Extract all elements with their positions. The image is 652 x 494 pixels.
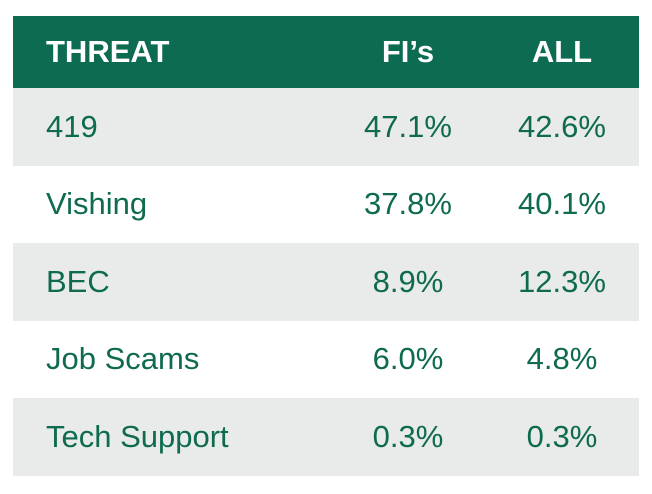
- header-threat: THREAT: [46, 34, 170, 69]
- cell-fis: 0.3%: [372, 418, 444, 454]
- header-all: ALL: [531, 34, 593, 69]
- table-row: BEC 8.9% 12.3%: [13, 243, 639, 321]
- cell-all: 12.3%: [518, 263, 606, 299]
- cell-fis: 47.1%: [364, 108, 452, 144]
- table-row: Job Scams 6.0% 4.8%: [13, 320, 639, 398]
- table-row: 419 47.1% 42.6%: [13, 88, 639, 166]
- table-row: Vishing 37.8% 40.1%: [13, 165, 639, 243]
- cell-threat: Vishing: [46, 186, 148, 222]
- table-header-row: THREAT FI’s ALL: [13, 16, 639, 88]
- cell-fis: 8.9%: [372, 263, 444, 299]
- header-fis: FI’s: [381, 34, 435, 69]
- cell-fis: 6.0%: [372, 341, 444, 377]
- cell-all: 40.1%: [518, 186, 606, 222]
- threat-table: THREAT FI’s ALL 419 47.1% 42.6% Vishing …: [13, 16, 639, 476]
- cell-threat: BEC: [46, 263, 110, 299]
- cell-fis: 37.8%: [364, 186, 452, 222]
- cell-threat: Job Scams: [46, 341, 200, 377]
- cell-all: 42.6%: [518, 108, 606, 144]
- cell-all: 0.3%: [526, 418, 598, 454]
- table-row: Tech Support 0.3% 0.3%: [13, 398, 639, 476]
- cell-all: 4.8%: [526, 341, 598, 377]
- cell-threat: Tech Support: [46, 418, 229, 454]
- cell-threat: 419: [46, 108, 98, 144]
